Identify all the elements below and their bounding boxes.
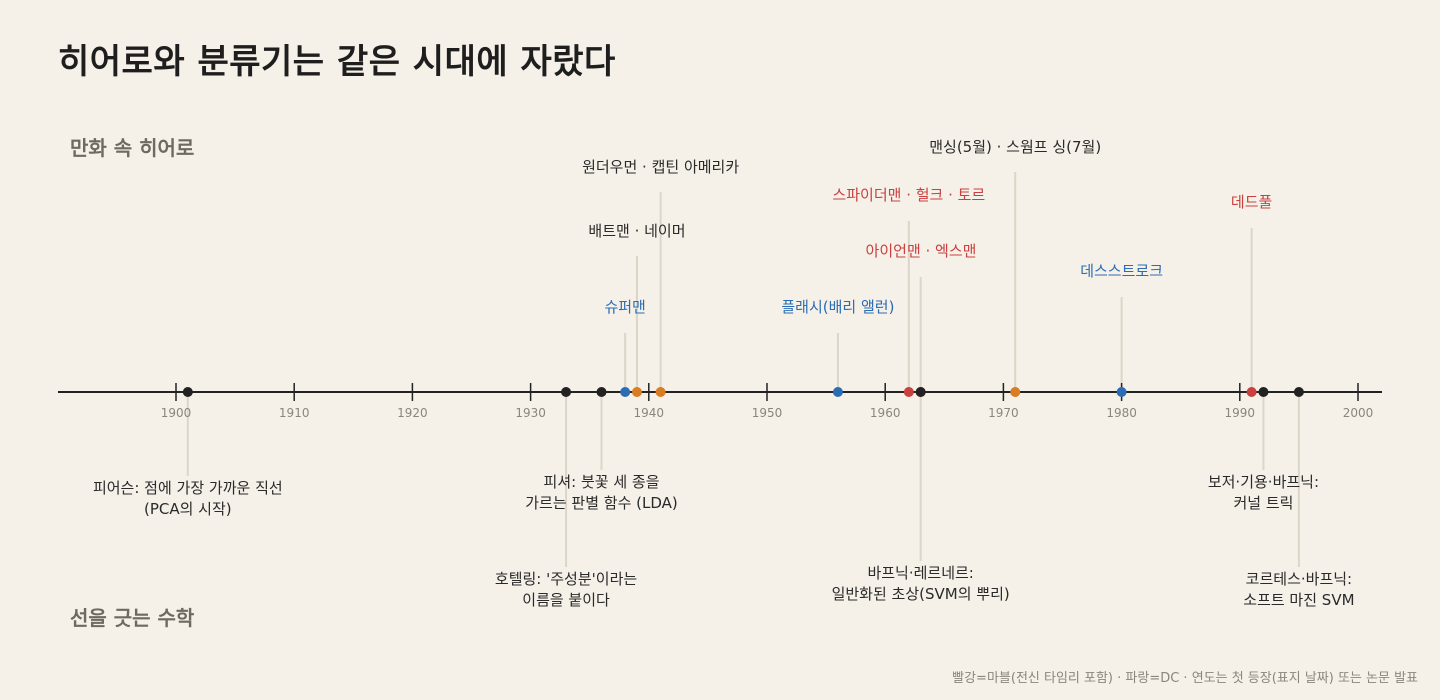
axis-tick-label: 1900 [161,406,192,420]
event-label: 일반화된 초상(SVM의 뿌리) [832,585,1010,603]
event-label: 슈퍼맨 [604,298,645,316]
event-label: 아이언맨 · 엑스맨 [866,242,977,260]
axis-tick-label: 1950 [752,406,783,420]
axis-tick-label: 1970 [988,406,1019,420]
section-label-math: 선을 긋는 수학 [70,606,195,630]
event-label: 원더우먼 · 캡틴 아메리카 [582,158,739,176]
axis-tick-label: 1960 [870,406,901,420]
event-label: 이름을 붙이다 [522,591,610,609]
axis-tick-label: 1980 [1106,406,1137,420]
event-label: 피어슨: 점에 가장 가까운 직선 [93,479,283,497]
leader-lines [186,172,1300,567]
event-marker [1293,387,1304,397]
event-marker [596,387,607,397]
event-label: 데드풀 [1231,193,1272,211]
event-marker [655,387,666,397]
event-label: 소프트 마진 SVM [1243,591,1354,609]
event-label: 보저·기용·바프닉: [1208,473,1319,491]
axis-tick-label: 1930 [515,406,546,420]
event-marker [1246,387,1257,397]
event-marker [832,387,843,397]
event-label: 바프닉·레르네르: [867,564,973,582]
axis-tick-label: 1940 [634,406,665,420]
axis-tick-label: 2000 [1343,406,1374,420]
legend-footnote: 빨강=마블(전신 타임리 포함) · 파랑=DC · 연도는 첫 등장(표지 날… [952,671,1418,686]
axis-tick-label: 1920 [397,406,428,420]
section-label-heroes: 만화 속 히어로 [70,136,195,160]
event-label: 배트맨 · 네이머 [588,222,685,240]
event-markers [182,387,1304,397]
event-marker [561,387,572,397]
event-marker [620,387,631,397]
event-label: 스파이더맨 · 헐크 · 토르 [832,186,985,204]
event-marker [182,387,193,397]
event-marker [1258,387,1269,397]
event-marker [903,387,914,397]
axis-tick-label: 1990 [1225,406,1256,420]
event-marker [1116,387,1127,397]
event-label: 피셔: 붓꽃 세 종을 [544,473,660,491]
event-label: 플래시(배리 앨런) [781,298,894,316]
axis-ticks: 1900 1910 1920 1930 1940 1950 1960 1970 1980 1990… [161,383,1374,420]
event-label: 맨싱(5월) · 스웜프 싱(7월) [929,138,1101,156]
event-label: 데스스트로크 [1080,262,1163,280]
event-label: 코르테스·바프닉: [1246,570,1352,588]
event-label: 호텔링: '주성분'이라는 [495,570,637,588]
event-marker [1010,387,1021,397]
event-marker [631,387,642,397]
page-title: 히어로와 분류기는 같은 시대에 자랐다 [58,42,616,82]
event-label: (PCA의 시작) [144,500,232,518]
event-label: 가르는 판별 함수 (LDA) [525,494,678,512]
event-labels: 피어슨: 점에 가장 가까운 직선 (PCA의 시작) 호텔링: '주성분'이라는이… [93,138,1355,609]
event-marker [915,387,926,397]
event-label: 커널 트릭 [1233,494,1293,512]
axis-tick-label: 1910 [279,406,310,420]
